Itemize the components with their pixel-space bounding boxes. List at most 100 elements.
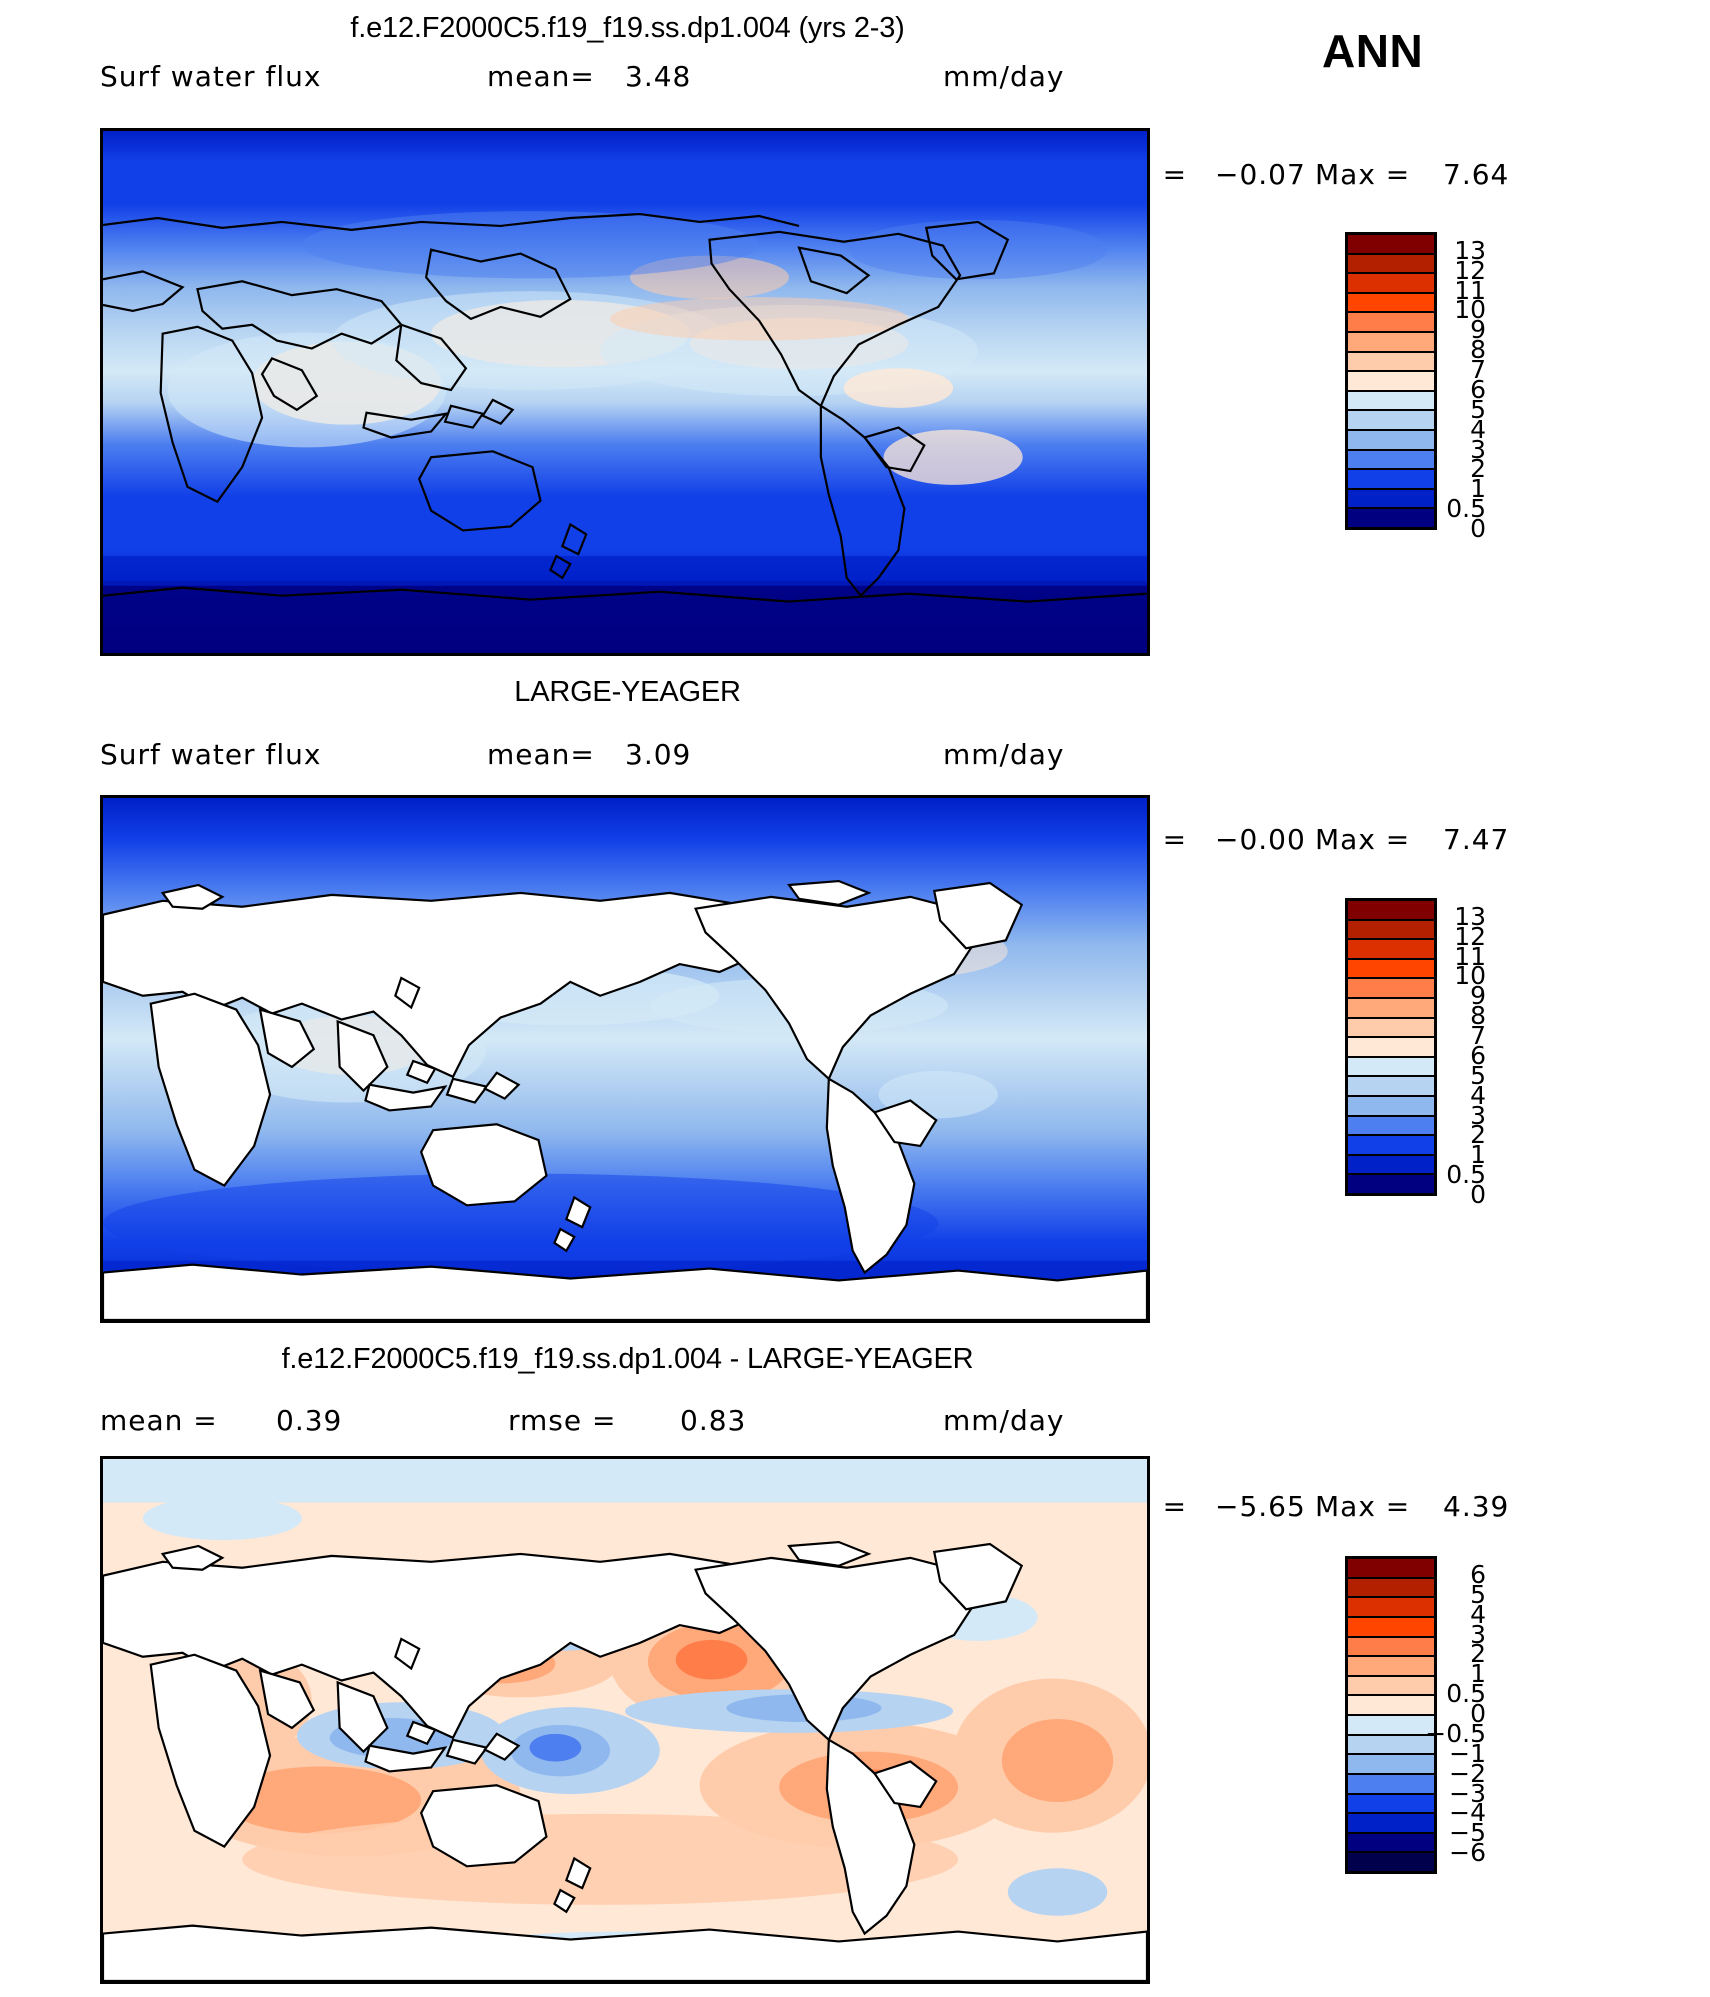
colorbar-tick-label: 3 xyxy=(1470,1619,1486,1649)
panel1-max-label: Max = xyxy=(1315,158,1411,191)
map-canvas-difference xyxy=(103,1459,1147,1981)
colorbar-segment xyxy=(1348,1833,1434,1854)
colorbar-segment xyxy=(1348,352,1434,373)
colorbar-difference[interactable] xyxy=(1345,1556,1437,1874)
colorbar-tick-label: −2 xyxy=(1449,1758,1486,1788)
colorbar-tick-label: 0.5 xyxy=(1446,1160,1486,1190)
colorbar-tick-label: −5 xyxy=(1449,1818,1486,1848)
colorbar-segment xyxy=(1348,1578,1434,1599)
panel3-mean-value: 0.39 xyxy=(276,1404,343,1437)
colorbar-tick-label: 13 xyxy=(1454,235,1486,265)
colorbar-segment xyxy=(1348,1598,1434,1618)
panel2-units: mm/day xyxy=(943,738,1065,771)
colorbar-segment xyxy=(1348,1814,1434,1834)
colorbar-tick-label: 7 xyxy=(1470,1021,1486,1051)
panel2-max-label: Max = xyxy=(1315,823,1411,856)
map-panel-difference[interactable] xyxy=(100,1456,1150,1984)
panel3-units: mm/day xyxy=(943,1404,1065,1437)
colorbar-segment xyxy=(1348,901,1434,921)
colorbar-segment xyxy=(1348,293,1434,314)
colorbar-segment xyxy=(1348,920,1434,941)
colorbar-ticklabels-difference: 6 5 4 3 2 1 0.5 0 −0.5 −1 −2 −3 −4 −5 −6 xyxy=(1390,1556,1540,1868)
colorbar-segment xyxy=(1348,1735,1434,1756)
panel1-units: mm/day xyxy=(943,60,1065,93)
colorbar-tick-label: 13 xyxy=(1454,901,1486,931)
colorbar-tick-label: 1 xyxy=(1470,1659,1486,1689)
map-canvas-obs xyxy=(103,798,1147,1320)
colorbar-segment xyxy=(1348,940,1434,960)
panel3-title: f.e12.F2000C5.f19_f19.ss.dp1.004 - LARGE… xyxy=(281,1343,974,1375)
colorbar-tick-label: 9 xyxy=(1470,981,1486,1011)
colorbar-segment xyxy=(1348,1696,1434,1716)
colorbar-tick-label: 5 xyxy=(1470,1579,1486,1609)
colorbar-tick-label: 9 xyxy=(1470,315,1486,345)
colorbar-ticklabels-obs: 13 12 11 10 9 8 7 6 5 4 3 2 1 0.5 0 xyxy=(1390,898,1540,1209)
colorbar-segment xyxy=(1348,1676,1434,1697)
colorbar-segment xyxy=(1348,274,1434,294)
colorbar-tick-label: 5 xyxy=(1470,394,1486,424)
colorbar-segment xyxy=(1348,1116,1434,1137)
colorbar-segment xyxy=(1348,391,1434,412)
colorbar-segment xyxy=(1348,332,1434,353)
panel1-title: f.e12.F2000C5.f19_f19.ss.dp1.004 (yrs 2-… xyxy=(350,12,905,44)
panel2-variable-label: Surf water flux xyxy=(100,738,322,771)
colorbar-segment xyxy=(1348,430,1434,451)
colorbar-tick-label: 6 xyxy=(1470,1040,1486,1070)
colorbar-segment xyxy=(1348,1175,1434,1193)
colorbar-tick-label: 0 xyxy=(1470,1699,1486,1728)
colorbar-tick-label: −0.5 xyxy=(1425,1718,1486,1748)
colorbar-segment xyxy=(1348,235,1434,255)
colorbar-segment xyxy=(1348,1755,1434,1775)
colorbar-segment xyxy=(1348,470,1434,490)
colorbar-tick-label: 4 xyxy=(1470,1080,1486,1110)
colorbar-tick-label: 1 xyxy=(1470,474,1486,504)
panel2-min-value: −0.00 xyxy=(1215,823,1306,856)
colorbar-tick-label: 0.5 xyxy=(1446,1679,1486,1709)
colorbar-tick-label: 0.5 xyxy=(1446,494,1486,524)
colorbar-segment xyxy=(1348,254,1434,275)
colorbar-segment xyxy=(1348,1018,1434,1039)
colorbar-tick-label: 5 xyxy=(1470,1060,1486,1090)
panel2-max-value: 7.47 xyxy=(1443,823,1510,856)
colorbar-segment xyxy=(1348,1794,1434,1815)
colorbar-tick-label: 6 xyxy=(1470,374,1486,404)
colorbar-tick-label: 7 xyxy=(1470,355,1486,385)
panel1-variable-label: Surf water flux xyxy=(100,60,322,93)
colorbar-tick-label: −6 xyxy=(1449,1838,1486,1868)
colorbar-segment xyxy=(1348,1716,1434,1736)
colorbar-tick-label: 4 xyxy=(1470,1599,1486,1629)
colorbar-tick-label: 3 xyxy=(1470,434,1486,464)
colorbar-tick-label: −1 xyxy=(1449,1738,1486,1768)
map-panel-model[interactable] xyxy=(100,128,1150,656)
panel3-max-label: Max = xyxy=(1315,1490,1411,1523)
colorbar-segment xyxy=(1348,1096,1434,1117)
colorbar-tick-label: 11 xyxy=(1454,275,1486,305)
colorbar-tick-label: 3 xyxy=(1470,1100,1486,1130)
colorbar-segment xyxy=(1348,1038,1434,1058)
colorbar-segment xyxy=(1348,489,1434,510)
colorbar-tick-label: 2 xyxy=(1470,454,1486,484)
colorbar-segment xyxy=(1348,1057,1434,1078)
colorbar-model[interactable] xyxy=(1345,232,1437,530)
colorbar-segment xyxy=(1348,1637,1434,1658)
colorbar-segment xyxy=(1348,1774,1434,1795)
colorbar-segment xyxy=(1348,372,1434,392)
colorbar-segment xyxy=(1348,1155,1434,1176)
colorbar-tick-label: 6 xyxy=(1470,1559,1486,1589)
colorbar-segment xyxy=(1348,313,1434,333)
panel2-title: LARGE-YEAGER xyxy=(514,676,741,708)
colorbar-segment xyxy=(1348,509,1434,527)
colorbar-obs[interactable] xyxy=(1345,898,1437,1196)
panel1-min-value: −0.07 xyxy=(1215,158,1306,191)
colorbar-tick-label: 4 xyxy=(1470,414,1486,444)
colorbar-segment xyxy=(1348,1617,1434,1638)
colorbar-tick-label: 8 xyxy=(1470,335,1486,365)
panel3-max-value: 4.39 xyxy=(1443,1490,1510,1523)
panel3-min-value: −5.65 xyxy=(1215,1490,1306,1523)
colorbar-segment xyxy=(1348,450,1434,471)
map-panel-obs[interactable] xyxy=(100,795,1150,1323)
panel3-rmse-value: 0.83 xyxy=(680,1404,747,1437)
colorbar-ticklabels-model: 13 12 11 10 9 8 7 6 5 4 3 2 1 0.5 0 xyxy=(1390,232,1540,543)
colorbar-segment xyxy=(1348,979,1434,999)
